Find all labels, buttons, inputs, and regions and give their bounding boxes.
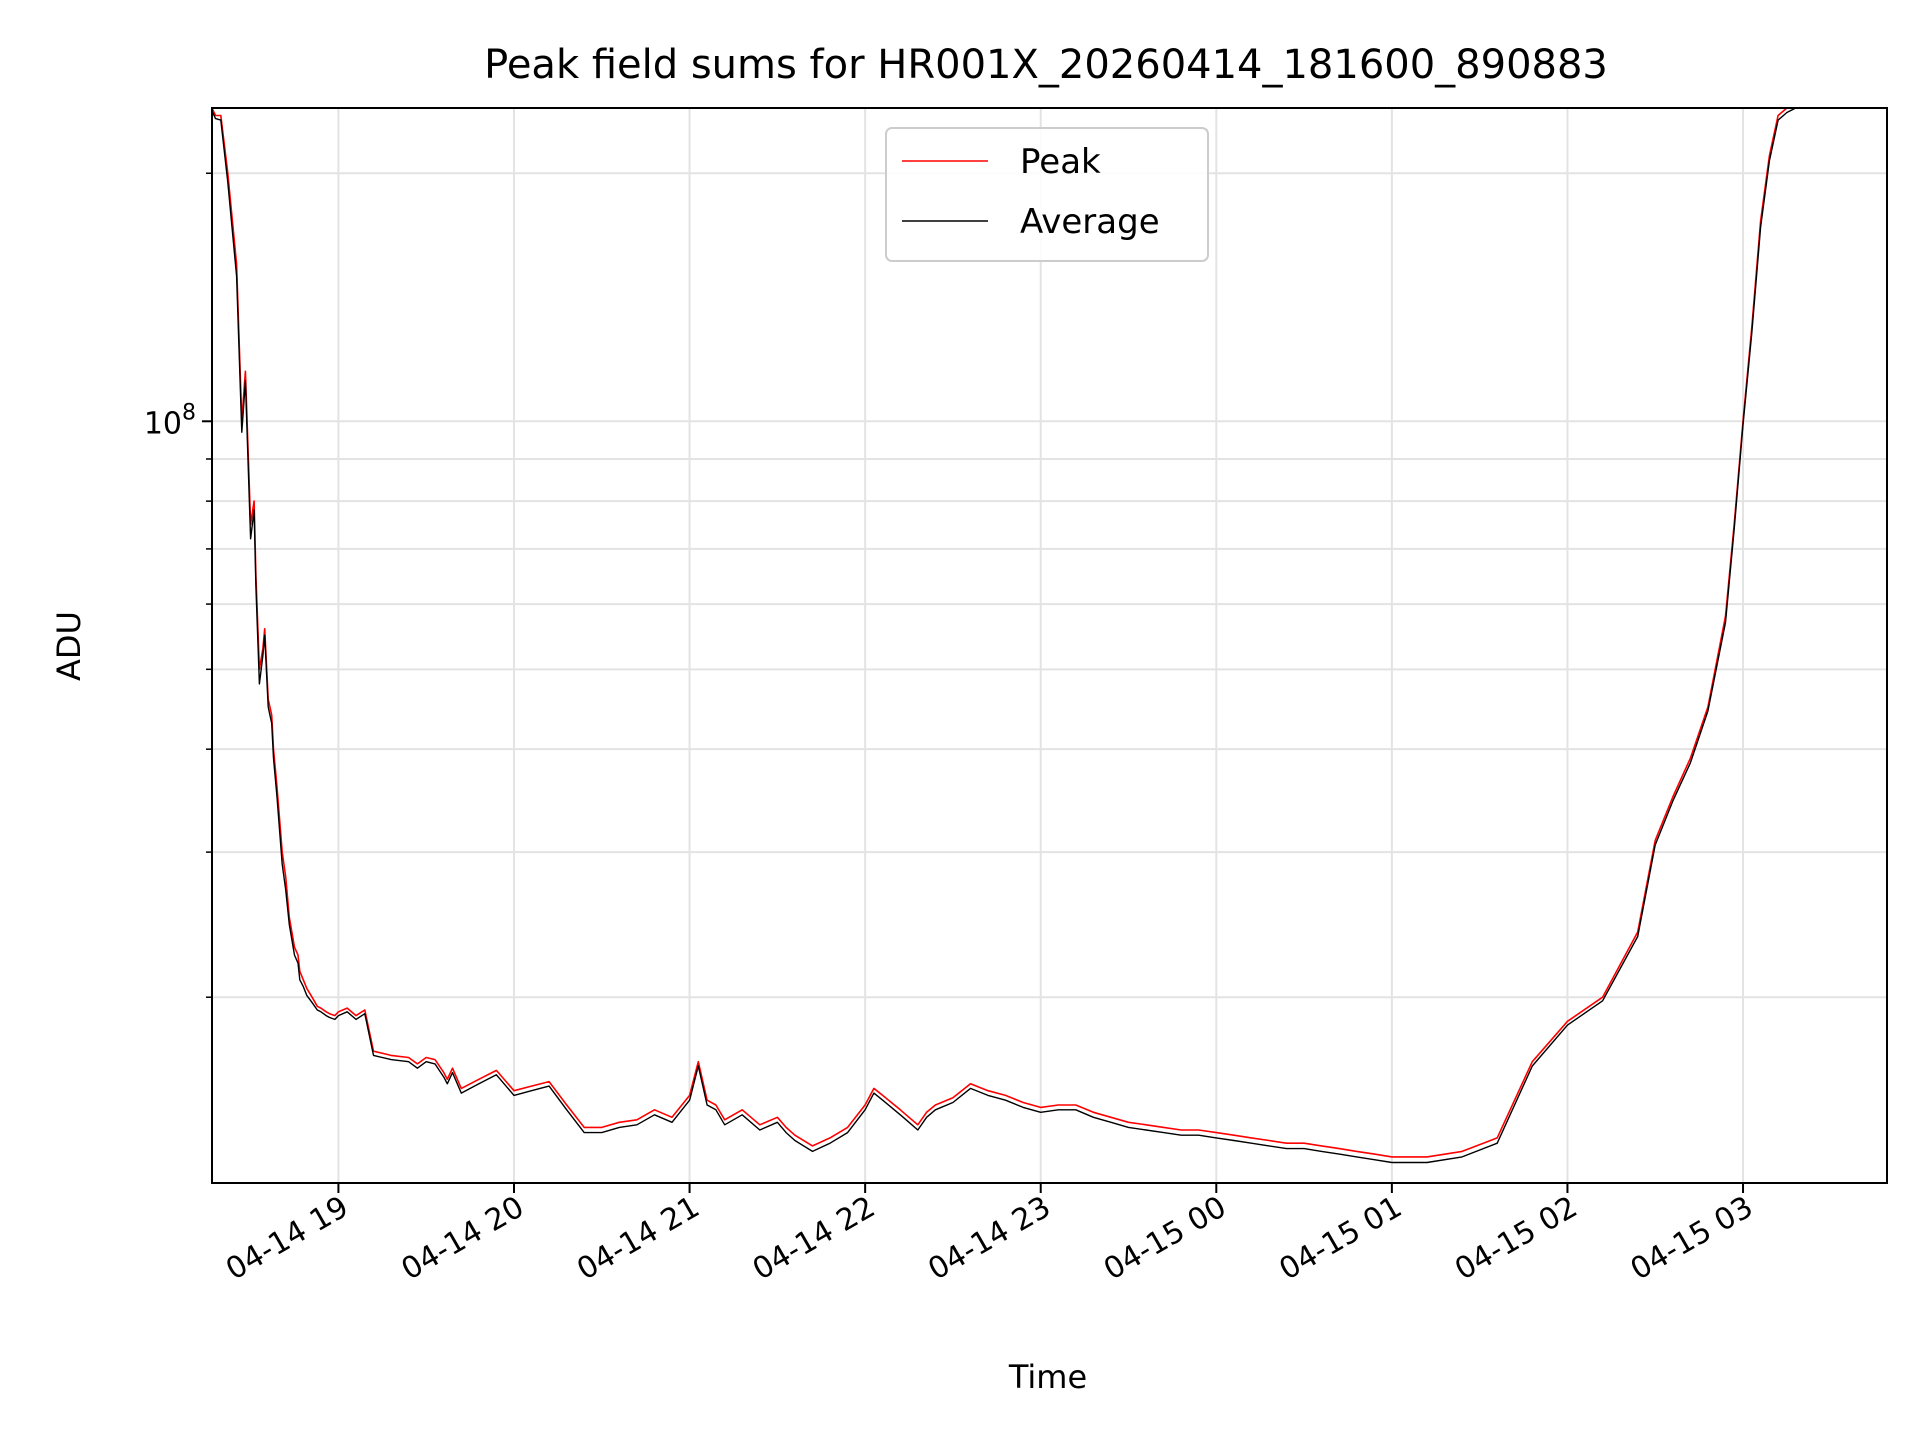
y-tick-exponent: 8	[182, 400, 196, 425]
y-axis-ticks: 108	[144, 172, 212, 998]
legend-label-average: Average	[1020, 202, 1160, 242]
y-axis-label: ADU	[50, 611, 88, 681]
y-tick-label: 108	[144, 400, 196, 441]
grid	[212, 108, 1887, 1183]
x-axis-label: Time	[1008, 1358, 1087, 1396]
legend: Peak Average	[885, 127, 1209, 262]
series-line-peak	[212, 108, 1789, 1158]
plot-frame	[211, 107, 1888, 1184]
series-layer	[212, 108, 1797, 1164]
legend-label-peak: Peak	[1020, 142, 1101, 182]
chart-title: Peak field sums for HR001X_20260414_1816…	[484, 42, 1608, 88]
y-tick-base: 10	[144, 406, 182, 441]
series-line-average	[212, 108, 1797, 1164]
